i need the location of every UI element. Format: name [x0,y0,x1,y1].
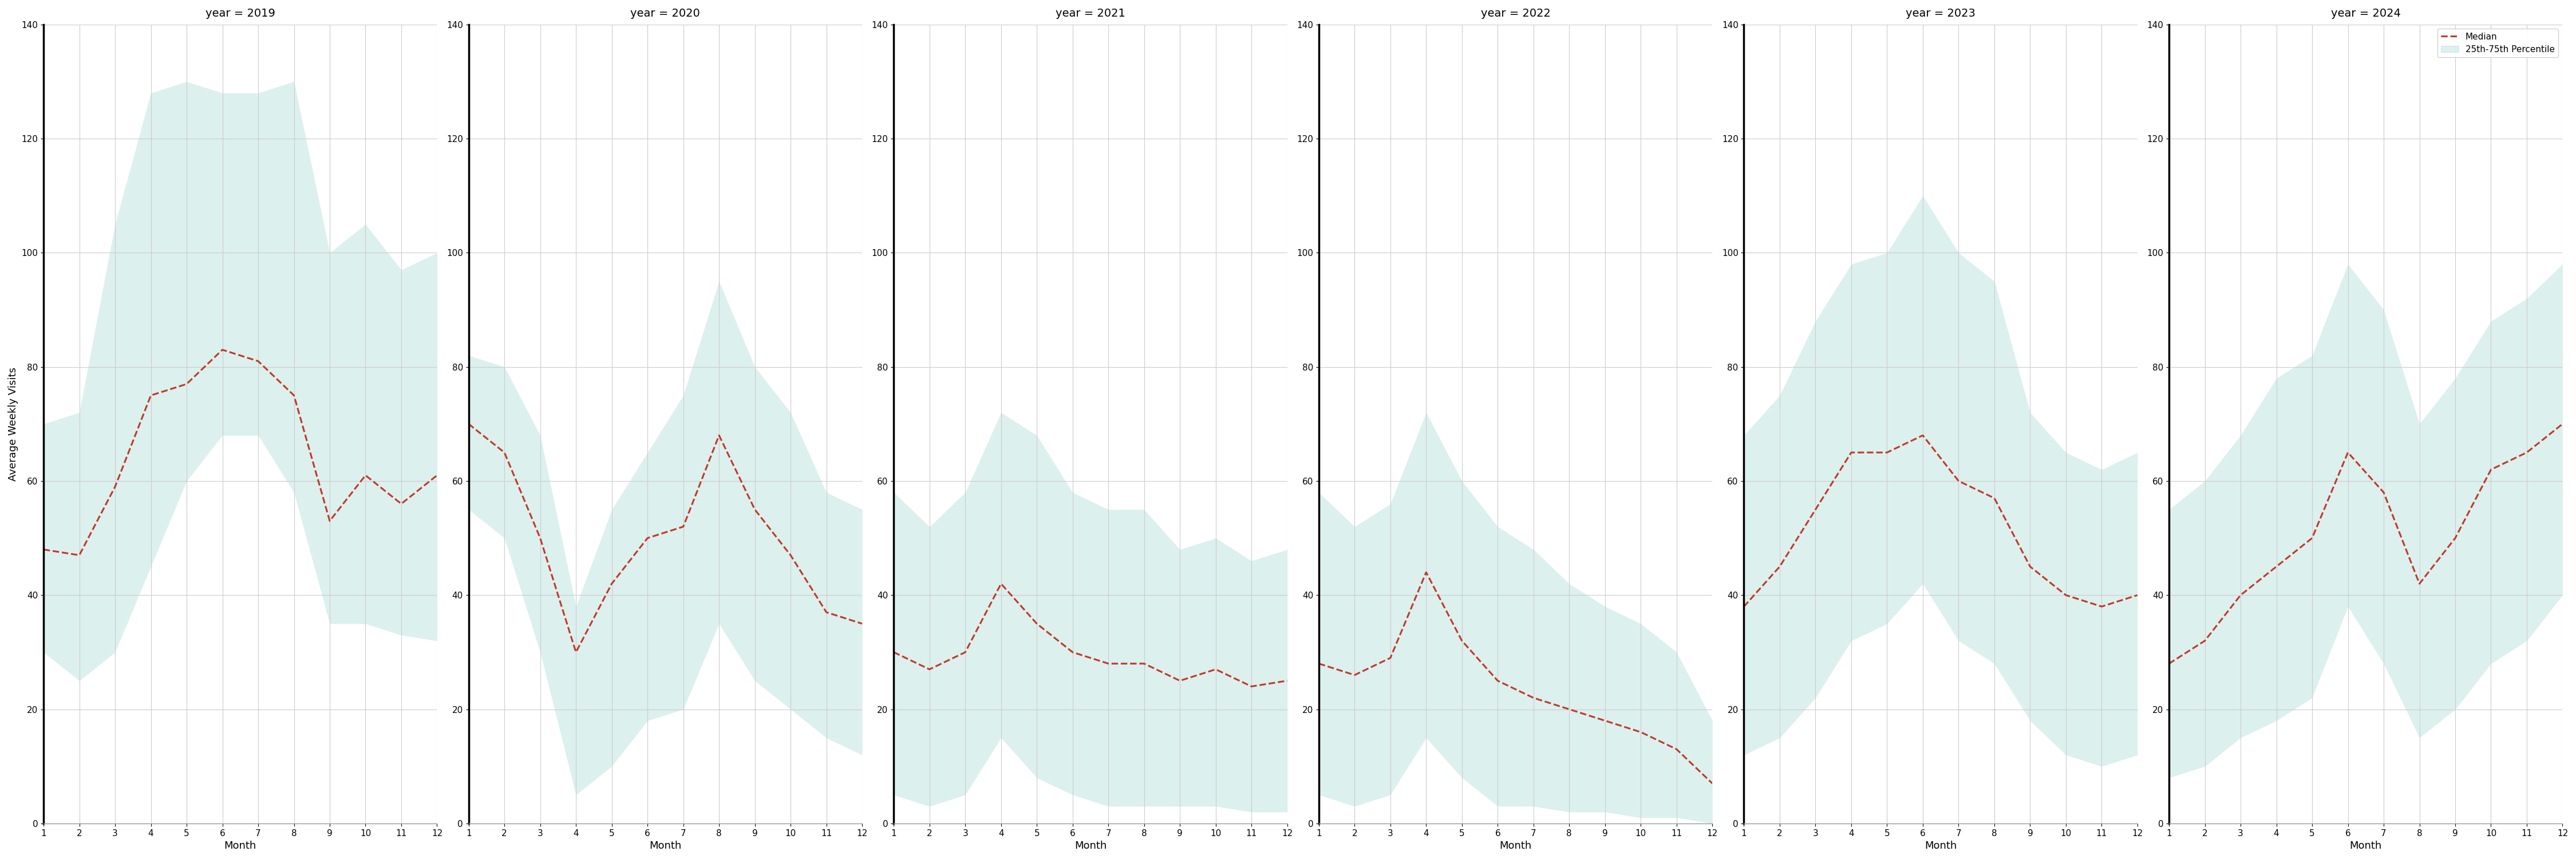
X-axis label: Month: Month [224,841,258,851]
Title: year = 2022: year = 2022 [1481,8,1551,19]
X-axis label: Month: Month [1499,841,1533,851]
Title: year = 2024: year = 2024 [2331,8,2401,19]
X-axis label: Month: Month [649,841,683,851]
Legend: Median, 25th-75th Percentile: Median, 25th-75th Percentile [2437,29,2558,58]
X-axis label: Month: Month [1924,841,1958,851]
Title: year = 2020: year = 2020 [631,8,701,19]
Title: year = 2019: year = 2019 [206,8,276,19]
X-axis label: Month: Month [2349,841,2383,851]
Title: year = 2021: year = 2021 [1056,8,1126,19]
X-axis label: Month: Month [1074,841,1108,851]
Title: year = 2023: year = 2023 [1906,8,1976,19]
Y-axis label: Average Weekly Visits: Average Weekly Visits [8,367,18,481]
